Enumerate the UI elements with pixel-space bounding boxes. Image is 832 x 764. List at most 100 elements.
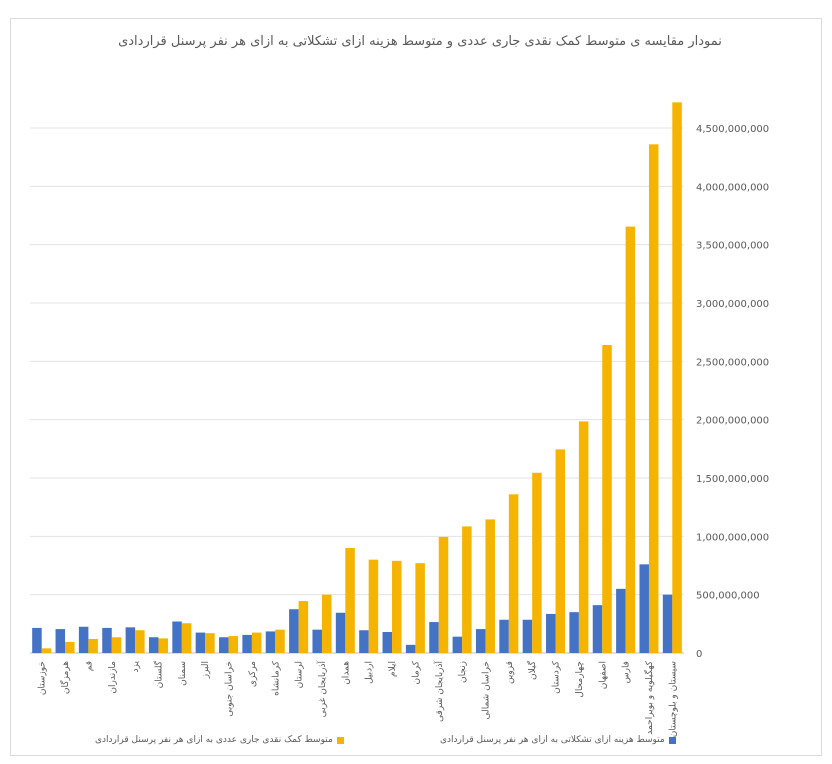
bar-series-1 xyxy=(78,626,89,653)
bar-series-1 xyxy=(405,644,416,653)
bar-series-2 xyxy=(298,601,309,653)
x-category-label: لرستان xyxy=(295,661,305,688)
x-category-label: اردبیل xyxy=(365,661,375,684)
bar-series-1 xyxy=(546,613,556,653)
x-category-label: یزد xyxy=(131,661,141,673)
bars xyxy=(32,102,682,654)
x-category-label: کرمان xyxy=(411,660,421,684)
y-tick-label: 4,500,000,000 xyxy=(696,124,769,135)
bar-series-1 xyxy=(639,564,649,653)
bar-series-1 xyxy=(219,637,229,653)
x-category-label: اصفهان xyxy=(598,661,608,689)
bar-series-2 xyxy=(625,226,636,654)
x-category-label: خراسان شمالی xyxy=(481,661,491,720)
legend-swatch-blue xyxy=(668,736,676,744)
bar-series-1 xyxy=(452,636,463,653)
bar-series-1 xyxy=(125,627,136,653)
y-tick-label: 2,000,000,000 xyxy=(696,416,769,427)
x-category-label: خوزستان xyxy=(38,661,48,695)
bar-series-1 xyxy=(592,605,603,653)
legend-item-series-1: متوسط هزینه ازای تشکلاتی به ازای هر نفر … xyxy=(440,735,676,745)
y-tick-label: 3,000,000,000 xyxy=(696,299,769,310)
bar-series-1 xyxy=(148,637,159,653)
bar-series-2 xyxy=(251,632,262,653)
y-tick-label: 1,500,000,000 xyxy=(696,474,769,485)
bar-series-1 xyxy=(616,588,626,653)
legend-label-series-2: متوسط کمک نقدی جاری عددی به ازای هر نفر … xyxy=(95,735,333,745)
x-category-label: گیلان xyxy=(526,660,538,680)
bar-series-2 xyxy=(181,623,192,653)
bar-series-2 xyxy=(438,536,449,653)
x-category-label: قزوین xyxy=(505,661,515,684)
x-category-label: زنجان xyxy=(458,661,468,683)
x-category-label: گلستان xyxy=(152,660,164,688)
x-category-label: چهارمحال xyxy=(575,661,585,698)
bar-series-1 xyxy=(32,627,42,653)
bar-series-1 xyxy=(172,621,182,653)
bar-series-2 xyxy=(672,102,682,654)
bar-series-1 xyxy=(102,627,112,653)
bar-series-1 xyxy=(265,631,276,653)
bar-series-2 xyxy=(345,548,355,653)
x-category-label: البرز xyxy=(201,661,211,679)
bar-series-2 xyxy=(111,637,122,653)
y-tick-label: 0 xyxy=(696,649,702,660)
x-category-label: آذربایجان شرقی xyxy=(433,661,445,722)
bar-series-2 xyxy=(158,638,168,653)
x-category-label: کهگیلویه و بویراحمد xyxy=(643,660,655,734)
bar-series-1 xyxy=(382,632,393,653)
bar-series-2 xyxy=(462,526,472,653)
bar-series-1 xyxy=(522,619,533,653)
legend-swatch-yellow xyxy=(336,736,344,744)
bar-series-2 xyxy=(321,594,332,653)
bar-series-2 xyxy=(392,560,402,653)
x-category-label: قم xyxy=(84,661,94,671)
y-tick-label: 1,000,000,000 xyxy=(696,532,769,543)
bar-series-2 xyxy=(578,421,589,653)
bar-series-2 xyxy=(648,144,659,654)
x-axis-categories: خوزستان هرمزگان قم مازندران یزد گلستان سمنان ال… xyxy=(38,660,679,737)
bar-series-2 xyxy=(275,629,285,653)
bar-series-2 xyxy=(228,636,239,653)
x-category-label: کرمانشاه xyxy=(271,660,281,696)
bar-series-1 xyxy=(242,634,252,653)
x-category-label: سیستان و بلوچستان xyxy=(668,661,678,737)
y-tick-label: 4,000,000,000 xyxy=(696,182,769,193)
y-axis-ticks: 4,500,000,000 4,000,000,000 3,500,000,000 3… xyxy=(696,124,769,660)
bar-series-2 xyxy=(415,563,425,653)
x-category-label: فارس xyxy=(622,661,632,683)
bar-series-2 xyxy=(135,630,145,653)
y-tick-label: 3,500,000,000 xyxy=(696,241,769,252)
bar-series-2 xyxy=(205,633,215,653)
x-category-label: هرمزگان xyxy=(59,661,71,694)
bar-series-1 xyxy=(195,632,206,653)
bar-series-2 xyxy=(485,519,495,653)
bar-series-2 xyxy=(41,648,52,653)
bar-series-1 xyxy=(289,609,299,653)
x-category-label: مازندران xyxy=(108,661,118,694)
bar-series-1 xyxy=(312,629,322,653)
x-category-label: آذربایجان غربی xyxy=(316,661,328,718)
bar-series-1 xyxy=(662,594,673,653)
bar-series-2 xyxy=(555,449,566,653)
bar-series-1 xyxy=(429,622,439,653)
y-tick-label: 2,500,000,000 xyxy=(696,357,769,368)
gridlines xyxy=(30,127,684,654)
x-category-label: خراسان جنوبی xyxy=(225,661,235,717)
bar-series-1 xyxy=(55,629,66,653)
bar-series-2 xyxy=(65,641,75,653)
bar-series-2 xyxy=(88,639,98,653)
legend-item-series-2: متوسط کمک نقدی جاری عددی به ازای هر نفر … xyxy=(95,735,344,745)
x-category-label: ایلام xyxy=(388,661,398,677)
x-category-label: سمنان xyxy=(178,661,188,686)
y-tick-label: 500,000,000 xyxy=(696,591,760,602)
x-category-label: مرکزی xyxy=(248,661,258,687)
bar-series-2 xyxy=(368,559,379,653)
x-category-label: همدان xyxy=(341,661,351,685)
bar-series-2 xyxy=(602,345,612,653)
bar-series-1 xyxy=(499,619,509,653)
bar-series-2 xyxy=(508,494,519,653)
x-category-label: کردستان xyxy=(552,660,562,694)
bar-series-2 xyxy=(532,472,542,653)
